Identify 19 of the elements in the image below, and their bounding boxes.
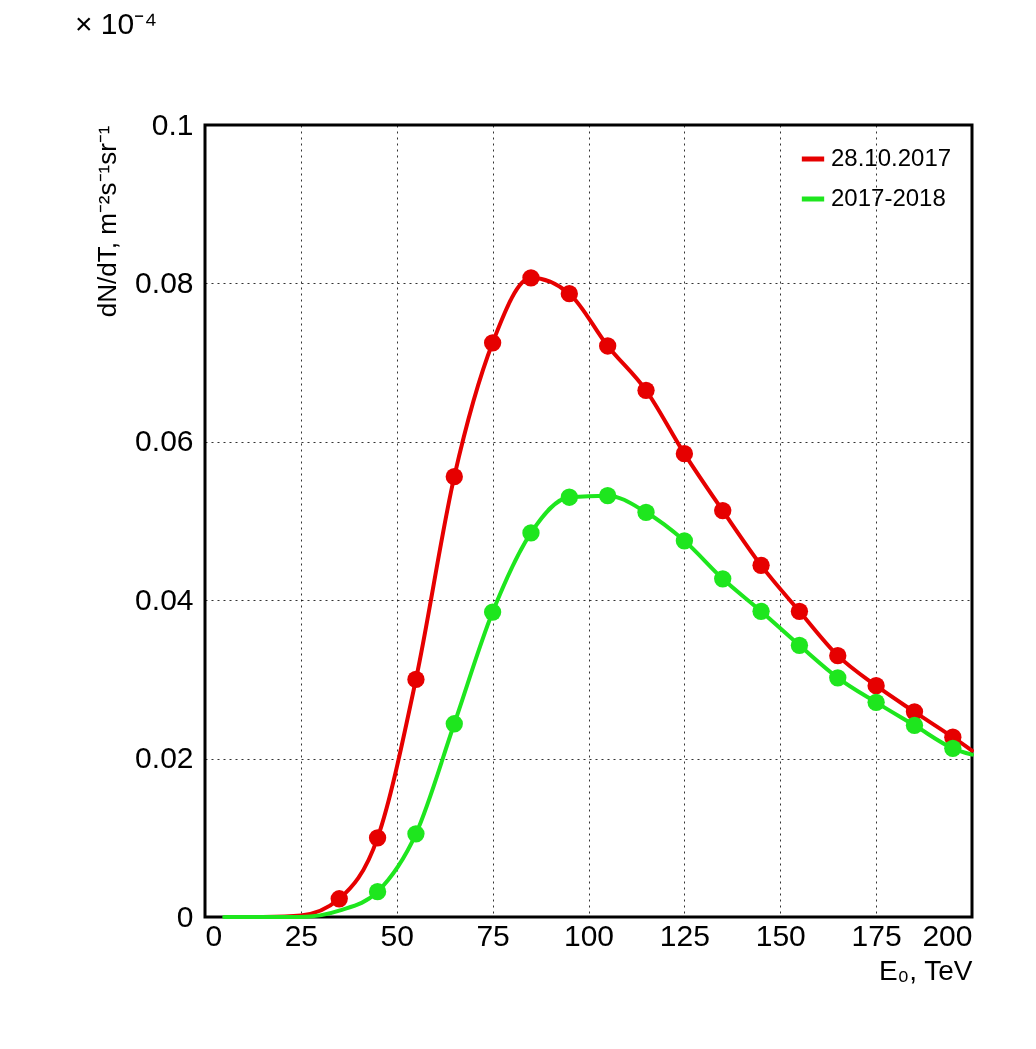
y-tick-label: 0.02 (135, 741, 194, 775)
legend-label: 28.10.2017 (831, 144, 952, 171)
x-tick-label: 100 (563, 918, 615, 952)
y-axis-title: dN/dT, m⁻²s⁻¹sr⁻¹ (92, 125, 123, 318)
x-tick-label: 0 (205, 918, 223, 952)
y-tick-label: 0.08 (135, 265, 194, 299)
y-tick-label: 0.06 (135, 424, 194, 458)
x-tick-label: 175 (851, 918, 902, 952)
text: × 10⁻⁴ (75, 7, 158, 40)
x-tick-label: 75 (476, 918, 510, 952)
y-tick-label: 0.1 (151, 107, 194, 141)
x-tick-label: 125 (659, 918, 710, 952)
x-tick-label: 150 (755, 918, 806, 952)
y-tick-label: 0.04 (135, 582, 194, 616)
legend-label: 2017-2018 (831, 184, 946, 211)
x-tick-label: 25 (284, 918, 319, 952)
x-tick-label: 200 (922, 918, 973, 952)
x-axis-title: E₀, TeV (878, 954, 973, 986)
x-tick-label: 50 (380, 918, 414, 952)
